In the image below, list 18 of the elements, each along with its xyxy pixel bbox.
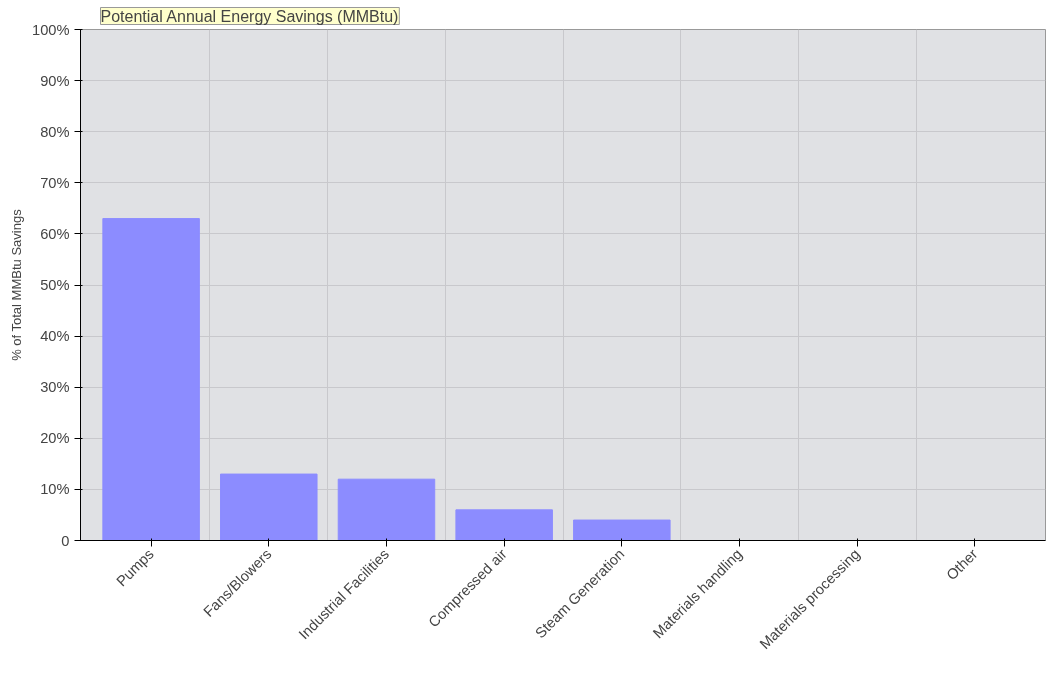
bar [455, 509, 553, 541]
bar [573, 519, 671, 541]
y-tick-label: 10% [40, 481, 70, 498]
y-tick-label: 80% [40, 123, 70, 140]
chart-title: Potential Annual Energy Savings (MMBtu) [100, 7, 399, 25]
y-tick-label: 0 [61, 532, 70, 549]
y-tick-label: 60% [40, 225, 70, 242]
bar [220, 473, 318, 541]
y-tick-label: 90% [40, 72, 70, 89]
y-tick-label: 70% [40, 174, 70, 191]
y-tick-label: 40% [40, 328, 70, 345]
bar [102, 218, 200, 541]
y-tick-label: 50% [40, 277, 70, 293]
y-tick-label: 100% [32, 21, 70, 38]
bar [337, 478, 436, 541]
y-tick-label: 20% [40, 430, 70, 447]
y-axis-title: % of Total MMBtu Savings [9, 208, 25, 361]
y-tick-label: 30% [40, 379, 70, 396]
